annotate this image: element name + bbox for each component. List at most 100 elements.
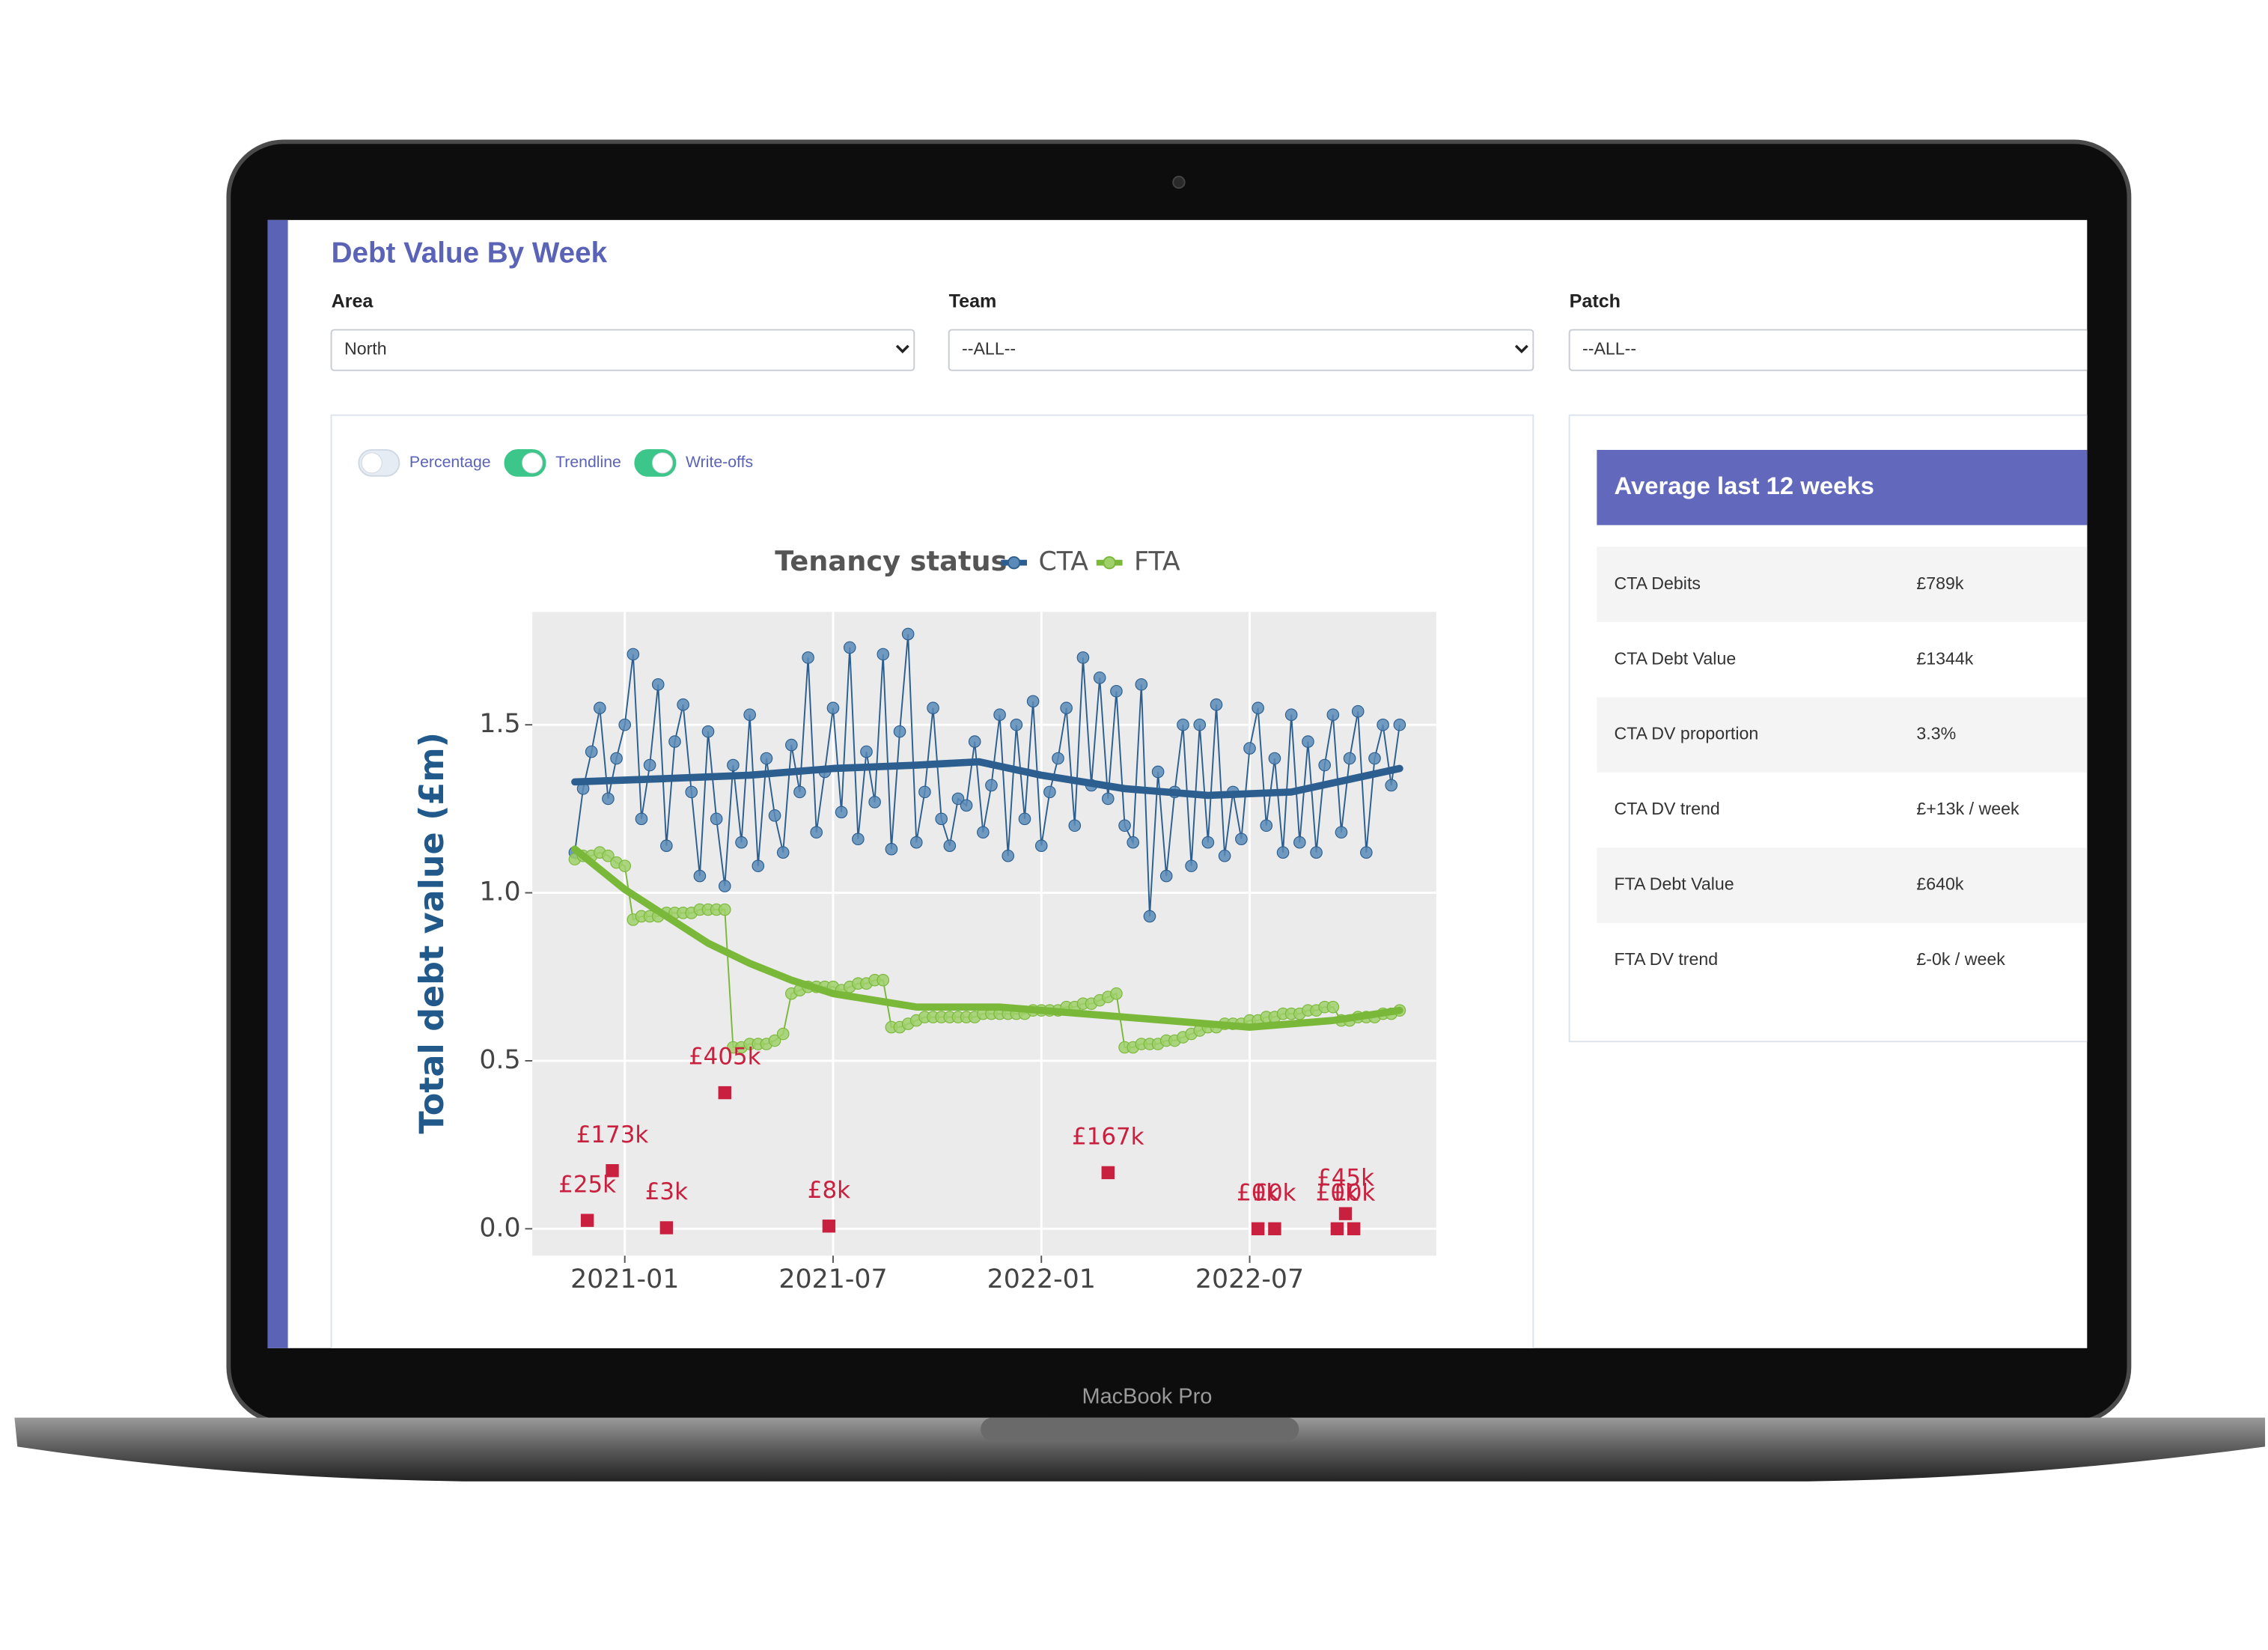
data-point — [1010, 718, 1023, 731]
data-point — [618, 859, 632, 872]
data-point — [585, 745, 598, 758]
legend-marker — [1007, 555, 1021, 570]
data-point — [1110, 987, 1123, 1000]
toggle-knob — [361, 452, 382, 474]
data-point — [1310, 846, 1323, 859]
device-label: MacBook Pro — [1082, 1384, 1212, 1408]
toggle-knob — [652, 452, 674, 474]
data-point — [1351, 704, 1365, 718]
data-point — [610, 752, 623, 765]
filter-select[interactable]: --ALL-- — [948, 329, 1534, 371]
laptop-base — [14, 1417, 2266, 1482]
data-point — [977, 826, 990, 839]
write-off-point — [1268, 1222, 1281, 1236]
select-value: --ALL-- — [962, 339, 1016, 359]
select-chevron — [895, 344, 909, 354]
data-point — [1252, 701, 1264, 715]
data-point — [951, 792, 965, 806]
data-point — [768, 1034, 781, 1047]
data-point — [909, 835, 923, 849]
write-off-label: £0k — [1253, 1179, 1296, 1206]
legend-marker — [1103, 555, 1116, 570]
data-point — [651, 678, 665, 691]
write-off-label: £405k — [689, 1044, 761, 1071]
toggle-label: Percentage — [409, 453, 491, 471]
data-point — [1052, 752, 1064, 765]
toggle[interactable]: Write-offs — [634, 448, 753, 477]
data-point — [1127, 835, 1139, 849]
data-point — [935, 812, 948, 826]
data-point — [1034, 839, 1048, 853]
data-point — [985, 779, 998, 792]
data-point — [1293, 835, 1306, 849]
write-off-label: £8k — [808, 1177, 850, 1204]
write-off-label: £45k — [1317, 1164, 1374, 1191]
data-point — [1393, 718, 1406, 731]
filter-label: Area — [332, 290, 374, 311]
summary-label: CTA Debt Value — [1615, 648, 1737, 668]
filter-label: Patch — [1570, 290, 1621, 311]
toggle[interactable]: Trendline — [504, 448, 621, 477]
data-point — [1326, 1000, 1340, 1014]
data-point — [1143, 910, 1156, 923]
x-tick-label: 2021-01 — [570, 1264, 679, 1294]
y-tick-label: 1.0 — [479, 877, 520, 907]
x-tick-label: 2022-07 — [1195, 1264, 1304, 1294]
data-point — [1326, 708, 1340, 722]
data-point — [1235, 832, 1248, 846]
summary-row-background — [1597, 547, 2088, 622]
write-off-label: £0k — [1332, 1179, 1375, 1206]
data-point — [1218, 849, 1231, 862]
filter-select[interactable]: North — [330, 329, 915, 371]
data-point — [735, 835, 748, 849]
data-point — [1135, 678, 1148, 691]
data-point — [693, 869, 707, 883]
data-point — [993, 708, 1006, 722]
select-value: --ALL-- — [1582, 339, 1636, 359]
data-point — [668, 735, 681, 748]
data-point — [826, 701, 840, 715]
toggle-knob — [522, 452, 543, 474]
data-point — [885, 842, 898, 856]
write-off-label: £3k — [645, 1178, 688, 1205]
toggle[interactable]: Percentage — [358, 448, 491, 477]
data-point — [785, 738, 798, 752]
data-point — [1201, 835, 1215, 849]
data-point — [768, 809, 781, 822]
write-off-label: £173k — [576, 1121, 649, 1148]
summary-row-background — [1597, 847, 2088, 923]
data-point — [643, 758, 656, 772]
write-off-point — [1101, 1166, 1115, 1180]
y-tick-label: 1.5 — [479, 709, 520, 739]
data-point — [1060, 701, 1073, 715]
data-point — [677, 698, 689, 711]
y-tick-label: 0.0 — [479, 1213, 520, 1243]
summary-label: CTA DV trend — [1615, 799, 1720, 818]
data-point — [776, 846, 790, 859]
trend-line — [571, 758, 1403, 800]
data-point — [1151, 765, 1165, 779]
data-point — [1101, 792, 1115, 806]
data-point — [1385, 779, 1398, 792]
data-point — [727, 758, 740, 772]
data-point — [877, 648, 890, 661]
data-point — [810, 826, 823, 839]
filter-select[interactable]: --ALL-- — [1568, 329, 2091, 371]
data-point — [1302, 735, 1314, 748]
data-point — [718, 880, 731, 892]
page-title: Debt Value By Week — [332, 237, 608, 269]
filter-label: Team — [949, 290, 997, 311]
data-point — [1268, 752, 1281, 765]
data-point — [860, 745, 873, 758]
data-point — [843, 641, 856, 654]
data-point — [1068, 819, 1082, 832]
summary-value: £+13k / week — [1916, 799, 2019, 818]
data-point — [1343, 752, 1356, 765]
write-off-point — [1338, 1207, 1353, 1220]
sidebar-strip — [267, 219, 288, 1348]
write-off-point — [822, 1220, 836, 1233]
data-point — [1193, 718, 1207, 731]
data-point — [918, 785, 931, 799]
write-off-point — [1251, 1222, 1265, 1236]
